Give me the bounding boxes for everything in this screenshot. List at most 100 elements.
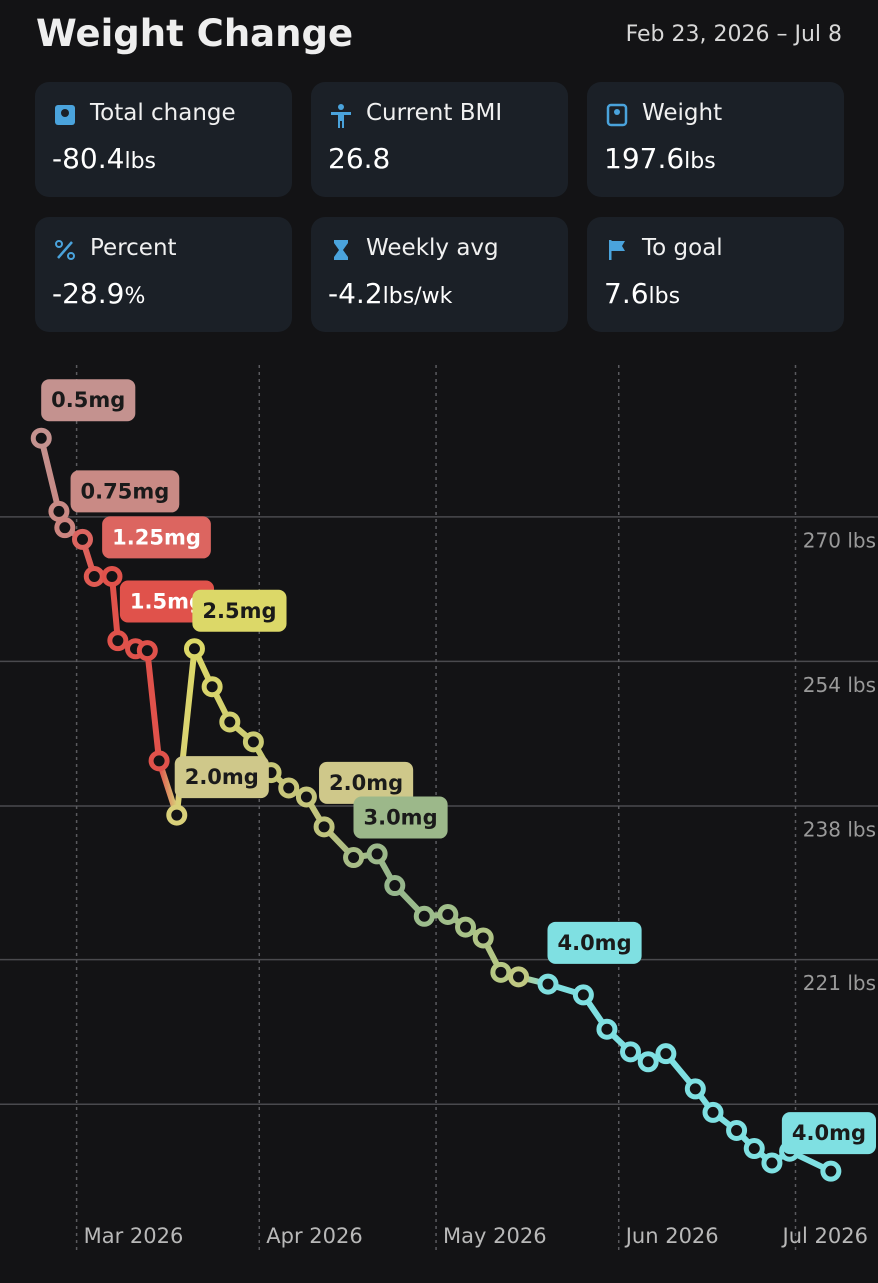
annotation-box xyxy=(119,580,215,623)
stat-number: -80.4 xyxy=(52,142,125,175)
data-point xyxy=(684,1078,706,1100)
stat-number: -4.2 xyxy=(328,277,383,310)
data-point xyxy=(71,528,93,550)
dose-annotation: 2.0mg xyxy=(174,756,269,799)
data-point xyxy=(472,927,494,949)
stat-unit: lbs/wk xyxy=(382,284,453,309)
data-point xyxy=(101,565,123,587)
data-point xyxy=(820,1160,842,1182)
dose-annotation: 1.5mg xyxy=(119,580,215,623)
stat-label: Weekly avg xyxy=(366,235,499,261)
stat-number: 197.6 xyxy=(604,142,685,175)
stat-unit: % xyxy=(124,284,146,309)
data-point xyxy=(572,984,594,1006)
data-point xyxy=(366,843,388,865)
stat-value: -80.4lbs xyxy=(52,142,156,175)
stat-label: Weight xyxy=(642,100,723,126)
annotation-box xyxy=(781,1112,876,1155)
data-point xyxy=(702,1101,724,1123)
annotation-box xyxy=(41,379,136,422)
annotation-label: 2.0mg xyxy=(185,765,259,789)
data-point xyxy=(313,816,335,838)
dose-annotation: 4.0mg xyxy=(781,1112,876,1155)
data-point xyxy=(166,804,188,826)
annotation-label: 4.0mg xyxy=(792,1121,866,1145)
data-point xyxy=(201,676,223,698)
data-point xyxy=(655,1043,677,1065)
data-point xyxy=(183,638,205,660)
data-point xyxy=(343,847,365,869)
annotation-label: 1.5mg xyxy=(130,589,204,613)
data-point xyxy=(455,916,477,938)
icon xyxy=(55,105,75,125)
data-point xyxy=(295,786,317,808)
data-point xyxy=(637,1051,659,1073)
data-point xyxy=(596,1018,618,1040)
page-title: Weight Change xyxy=(36,12,354,55)
annotation-box xyxy=(174,756,269,799)
data-point xyxy=(437,903,459,925)
stat-number: 26.8 xyxy=(328,142,391,175)
dose-annotation: 3.0mg xyxy=(353,796,448,839)
data-point xyxy=(761,1152,783,1174)
stat-label: Percent xyxy=(90,235,177,261)
dose-annotation: 1.25mg xyxy=(102,516,211,559)
dose-annotation: 2.0mg xyxy=(319,761,414,804)
data-point xyxy=(726,1119,748,1141)
annotation-box xyxy=(547,921,642,964)
stat-value: -4.2lbs/wk xyxy=(328,277,452,310)
annotation-label: 3.0mg xyxy=(363,806,437,830)
stat-value: -28.9% xyxy=(52,277,145,310)
stat-card: Current BMI 26.8 xyxy=(311,82,568,197)
data-point xyxy=(30,427,52,449)
data-point xyxy=(537,973,559,995)
annotation-box xyxy=(353,796,448,839)
data-point xyxy=(384,875,406,897)
y-tick-label: 238 lbs xyxy=(803,818,876,842)
y-tick-label: 254 lbs xyxy=(803,673,876,697)
stat-card: Weekly avg -4.2lbs/wk xyxy=(311,217,568,332)
data-point xyxy=(148,750,170,772)
data-point xyxy=(242,731,264,753)
data-point xyxy=(54,517,76,539)
x-tick-label: May 2026 xyxy=(443,1224,547,1248)
x-tick-label: Mar 2026 xyxy=(84,1224,184,1248)
stat-unit: lbs xyxy=(124,149,156,174)
y-tick-label: 221 lbs xyxy=(803,971,876,995)
annotation-box xyxy=(70,470,180,513)
stat-card: Total change -80.4lbs xyxy=(35,82,292,197)
stat-label: Total change xyxy=(90,100,236,126)
stat-value: 197.6lbs xyxy=(604,142,716,175)
stat-unit: lbs xyxy=(648,284,681,309)
annotation-label: 0.75mg xyxy=(81,479,170,503)
annotation-label: 0.5mg xyxy=(51,388,125,412)
dose-annotation: 0.75mg xyxy=(70,470,180,513)
annotation-label: 4.0mg xyxy=(557,931,631,955)
stat-label: Current BMI xyxy=(366,100,503,126)
stat-label: To goal xyxy=(642,235,723,261)
icon xyxy=(331,104,351,128)
icon xyxy=(609,240,625,260)
stat-card: Percent -28.9% xyxy=(35,217,292,332)
x-tick-label: Apr 2026 xyxy=(266,1224,362,1248)
stat-value: 7.6lbs xyxy=(604,277,680,310)
annotation-box xyxy=(102,516,211,559)
annotation-box xyxy=(192,589,287,632)
stat-value: 26.8 xyxy=(328,142,390,175)
icon xyxy=(55,240,75,260)
stat-number: -28.9 xyxy=(52,277,125,310)
y-tick-label: 270 lbs xyxy=(803,528,876,552)
data-point xyxy=(219,711,241,733)
stat-unit: lbs xyxy=(684,149,716,174)
dose-annotation: 2.5mg xyxy=(192,589,287,632)
data-point xyxy=(107,630,129,652)
icon xyxy=(334,240,348,260)
date-range[interactable]: Feb 23, 2026 – Jul 8 xyxy=(625,22,842,47)
data-point xyxy=(48,500,70,522)
dose-annotation: 0.5mg xyxy=(41,379,136,422)
data-point xyxy=(136,640,158,662)
annotation-label: 1.25mg xyxy=(112,525,201,549)
stat-card: To goal 7.6lbs xyxy=(587,217,844,332)
stat-card: Weight 197.6lbs xyxy=(587,82,844,197)
